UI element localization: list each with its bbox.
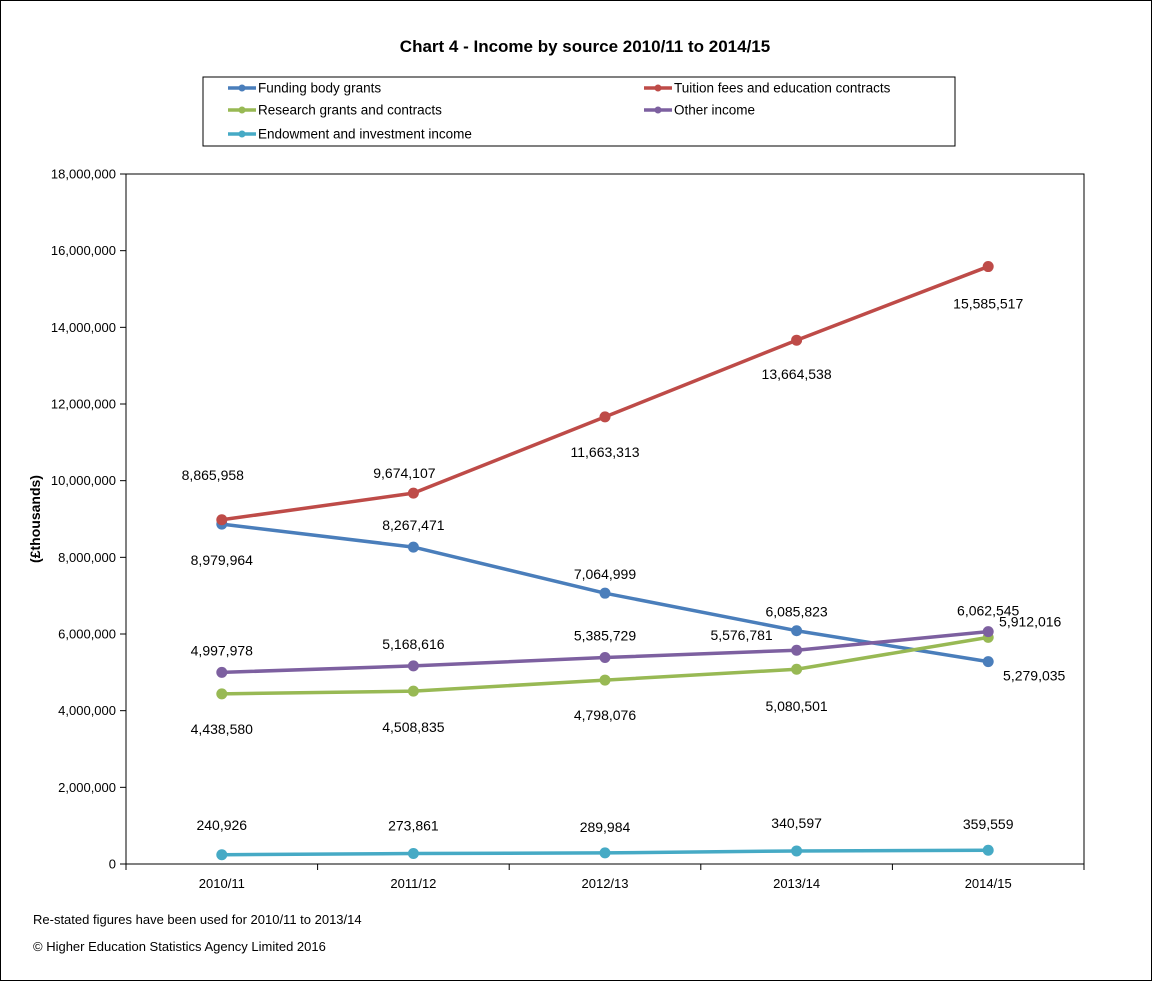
x-tick-label: 2013/14	[773, 876, 820, 891]
y-tick-label: 18,000,000	[51, 167, 116, 182]
legend-swatch-marker	[654, 106, 662, 114]
y-tick-label: 6,000,000	[58, 627, 116, 642]
data-label: 6,062,545	[957, 603, 1019, 619]
data-point	[791, 845, 803, 857]
data-label: 5,080,501	[765, 698, 827, 714]
data-label: 15,585,517	[953, 296, 1023, 312]
y-tick-label: 16,000,000	[51, 243, 116, 258]
legend-box	[202, 76, 956, 147]
y-tick-label: 14,000,000	[51, 320, 116, 335]
y-axis-title: (£thousands)	[27, 475, 43, 563]
y-tick-label: 4,000,000	[58, 703, 116, 718]
legend-label: Tuition fees and education contracts	[674, 81, 891, 96]
data-point	[407, 660, 419, 672]
data-label: 8,979,964	[191, 552, 253, 568]
data-label: 5,912,016	[999, 613, 1061, 629]
data-label: 11,663,313	[570, 444, 639, 460]
copyright-footnote: © Higher Education Statistics Agency Lim…	[33, 939, 326, 954]
data-label: 4,438,580	[191, 721, 253, 737]
data-label: 4,798,076	[574, 707, 636, 723]
y-tick-label: 10,000,000	[51, 473, 116, 488]
data-label: 5,576,781	[710, 627, 772, 643]
data-label: 8,267,471	[382, 517, 444, 533]
data-point	[599, 674, 611, 686]
plot-area-border	[125, 173, 1085, 865]
data-point	[982, 844, 994, 856]
restated-footnote: Re-stated figures have been used for 201…	[33, 912, 362, 927]
x-tick-label: 2014/15	[965, 876, 1012, 891]
data-point	[599, 652, 611, 664]
data-point	[407, 848, 419, 860]
series-lines	[216, 261, 994, 861]
data-point	[407, 487, 419, 499]
data-label: 7,064,999	[574, 566, 636, 582]
axes: 0 2,000,000 4,000,000 6,000,000 8,000,000 10,…	[51, 167, 1085, 891]
y-tick-label: 12,000,000	[51, 397, 116, 412]
x-tick-label: 2012/13	[582, 876, 629, 891]
data-label: 5,385,729	[574, 628, 636, 644]
data-label: 273,861	[388, 818, 439, 834]
series-line	[221, 264, 989, 522]
legend-swatch-marker	[654, 84, 662, 92]
data-point	[216, 666, 228, 678]
data-point	[982, 656, 994, 668]
legend-label: Endowment and investment income	[258, 127, 472, 142]
data-point	[982, 626, 994, 638]
data-point	[216, 514, 228, 526]
data-label: 4,997,978	[191, 642, 253, 658]
legend-label: Other income	[674, 103, 755, 118]
data-point	[791, 663, 803, 675]
data-label: 9,674,107	[373, 465, 435, 481]
data-label: 13,664,538	[762, 366, 832, 382]
data-labels: 8,979,964 8,267,471 7,064,999 6,085,823 5,27…	[182, 296, 1066, 835]
chart-title: Chart 4 - Income by source 2010/11 to 20…	[400, 37, 770, 56]
x-tick-label: 2010/11	[199, 876, 245, 891]
data-point	[791, 334, 803, 346]
data-label: 289,984	[580, 819, 631, 835]
data-point	[982, 261, 994, 273]
data-point	[407, 541, 419, 553]
data-point	[407, 685, 419, 697]
legend-label: Funding body grants	[258, 81, 381, 96]
legend-swatch-marker	[238, 84, 246, 92]
data-point	[599, 411, 611, 423]
data-label: 4,508,835	[382, 719, 444, 735]
y-tick-label: 8,000,000	[58, 550, 116, 565]
legend-label: Research grants and contracts	[258, 103, 442, 118]
data-point	[599, 587, 611, 599]
x-tick-label: 2011/12	[390, 876, 436, 891]
legend-swatch-marker	[238, 106, 246, 114]
data-point	[791, 644, 803, 656]
legend: Funding body grants Tuition fees and educ…	[202, 76, 956, 147]
data-label: 359,559	[963, 816, 1014, 832]
data-point	[791, 625, 803, 637]
data-label: 340,597	[771, 815, 822, 831]
data-point	[216, 849, 228, 861]
y-tick-label: 0	[109, 857, 116, 872]
data-label: 240,926	[196, 817, 247, 833]
legend-swatch-marker	[238, 130, 246, 138]
data-label: 6,085,823	[765, 604, 827, 620]
data-point	[599, 847, 611, 859]
data-label: 5,279,035	[1003, 668, 1065, 684]
data-label: 8,865,958	[182, 467, 244, 483]
data-label: 5,168,616	[382, 636, 444, 652]
y-tick-label: 2,000,000	[58, 780, 116, 795]
data-point	[216, 688, 228, 700]
